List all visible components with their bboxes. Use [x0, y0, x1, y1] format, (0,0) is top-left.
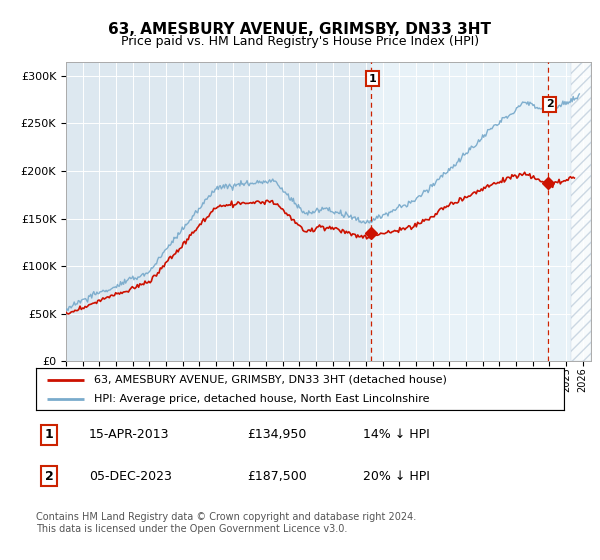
Text: 1: 1: [368, 74, 376, 84]
Text: 2: 2: [546, 100, 554, 109]
Text: 05-DEC-2023: 05-DEC-2023: [89, 470, 172, 483]
Text: £187,500: £187,500: [247, 470, 307, 483]
Text: 15-APR-2013: 15-APR-2013: [89, 428, 169, 441]
Bar: [371, 62, 591, 361]
Text: 20% ↓ HPI: 20% ↓ HPI: [364, 470, 430, 483]
Text: Contains HM Land Registry data © Crown copyright and database right 2024.
This d: Contains HM Land Registry data © Crown c…: [36, 512, 416, 534]
Text: 63, AMESBURY AVENUE, GRIMSBY, DN33 3HT: 63, AMESBURY AVENUE, GRIMSBY, DN33 3HT: [109, 22, 491, 37]
Text: 2: 2: [45, 470, 53, 483]
Text: 14% ↓ HPI: 14% ↓ HPI: [364, 428, 430, 441]
Text: HPI: Average price, detached house, North East Lincolnshire: HPI: Average price, detached house, Nort…: [94, 394, 430, 404]
Text: 1: 1: [45, 428, 53, 441]
Text: £134,950: £134,950: [247, 428, 307, 441]
Text: 63, AMESBURY AVENUE, GRIMSBY, DN33 3HT (detached house): 63, AMESBURY AVENUE, GRIMSBY, DN33 3HT (…: [94, 375, 447, 385]
Text: Price paid vs. HM Land Registry's House Price Index (HPI): Price paid vs. HM Land Registry's House …: [121, 35, 479, 48]
